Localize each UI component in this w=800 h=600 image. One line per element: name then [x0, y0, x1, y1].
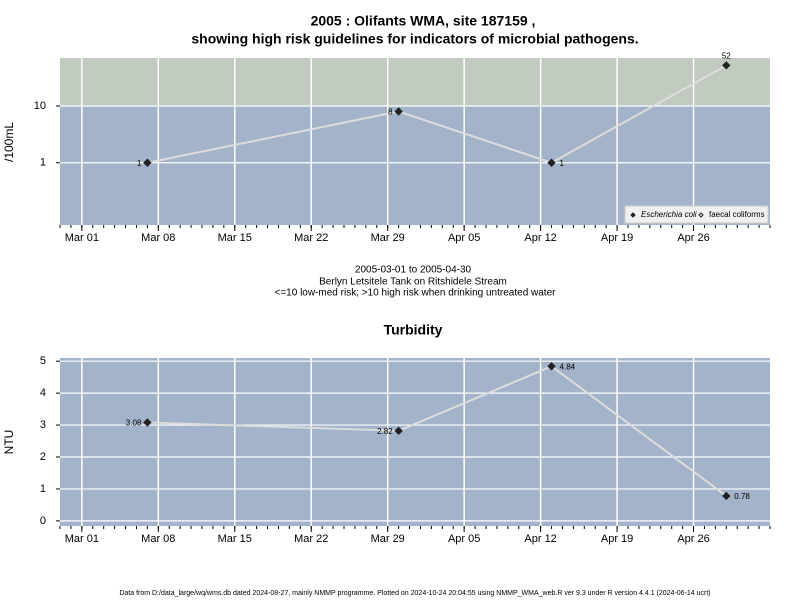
series-line: [147, 365, 727, 497]
legend: [624, 205, 769, 224]
chart-title: 2005 : Olifants WMA, site 187159 ,: [311, 13, 536, 29]
y-tick-label: 1: [40, 483, 46, 495]
x-tick-label: Apr 19: [601, 232, 633, 244]
x-tick-label: Mar 01: [65, 232, 99, 244]
y-tick-label: 10: [34, 100, 46, 112]
data-point: [143, 158, 152, 167]
x-tick-label: Apr 26: [677, 533, 709, 545]
chart-title: Turbidity: [384, 322, 443, 338]
data-label: 3.08: [126, 419, 142, 428]
x-tick-label: Mar 15: [218, 533, 252, 545]
y-axis-label: /100mL: [2, 122, 16, 162]
x-tick-label: Apr 26: [677, 232, 709, 244]
data-point: [394, 426, 403, 436]
data-point: [394, 107, 403, 116]
data-label: 52: [722, 51, 731, 60]
x-tick-label: Mar 08: [141, 533, 175, 545]
data-point: [143, 418, 152, 427]
high-risk-zone: [60, 58, 770, 106]
y-tick-label: 2: [40, 451, 46, 463]
data-label: 8: [388, 108, 393, 117]
chart-title: showing high risk guidelines for indicat…: [191, 31, 638, 47]
y-tick-label: 0: [40, 515, 46, 527]
data-label: 1: [560, 159, 565, 168]
x-tick-label: Mar 22: [294, 533, 328, 545]
data-label: 0.78: [734, 492, 750, 501]
x-tick-label: Mar 08: [141, 232, 175, 244]
x-tick-label: Apr 05: [448, 533, 480, 545]
data-point: [547, 362, 556, 371]
footer: Data from D:/data_large/wq/wms.db dated …: [119, 590, 710, 597]
x-tick-label: Mar 29: [371, 533, 405, 545]
data-point: [547, 158, 556, 167]
x-tick-label: Apr 05: [448, 232, 480, 244]
data-label: 4.84: [560, 362, 576, 371]
caption: Berlyn Letsitele Tank on Ritshidele Stre…: [319, 277, 507, 288]
data-label: 2.82: [377, 427, 393, 436]
legend-marker: [630, 212, 636, 218]
y-tick-label: 3: [40, 419, 46, 431]
caption: 2005-03-01 to 2005-04-30: [355, 265, 472, 276]
x-tick-label: Mar 01: [65, 533, 99, 545]
x-tick-label: Mar 15: [218, 232, 252, 244]
x-tick-label: Mar 22: [294, 232, 328, 244]
legend-label: faecal coliforms: [709, 210, 765, 219]
data-point: [722, 61, 731, 70]
x-tick-label: Apr 12: [524, 533, 556, 545]
legend-label: Escherichia coli: [641, 210, 697, 219]
data-point: [722, 491, 731, 501]
plot-background: [60, 358, 770, 526]
y-tick-label: 5: [40, 355, 46, 367]
data-label: 1: [137, 159, 142, 168]
caption: <=10 low-med risk; >10 high risk when dr…: [275, 288, 557, 299]
series-line: [147, 64, 727, 164]
x-tick-label: Apr 12: [524, 232, 556, 244]
x-tick-label: Mar 29: [371, 232, 405, 244]
y-tick-label: 1: [40, 157, 46, 169]
y-tick-label: 4: [40, 387, 46, 399]
x-tick-label: Apr 19: [601, 533, 633, 545]
legend-marker: [698, 212, 704, 218]
y-axis-label: NTU: [2, 430, 16, 455]
